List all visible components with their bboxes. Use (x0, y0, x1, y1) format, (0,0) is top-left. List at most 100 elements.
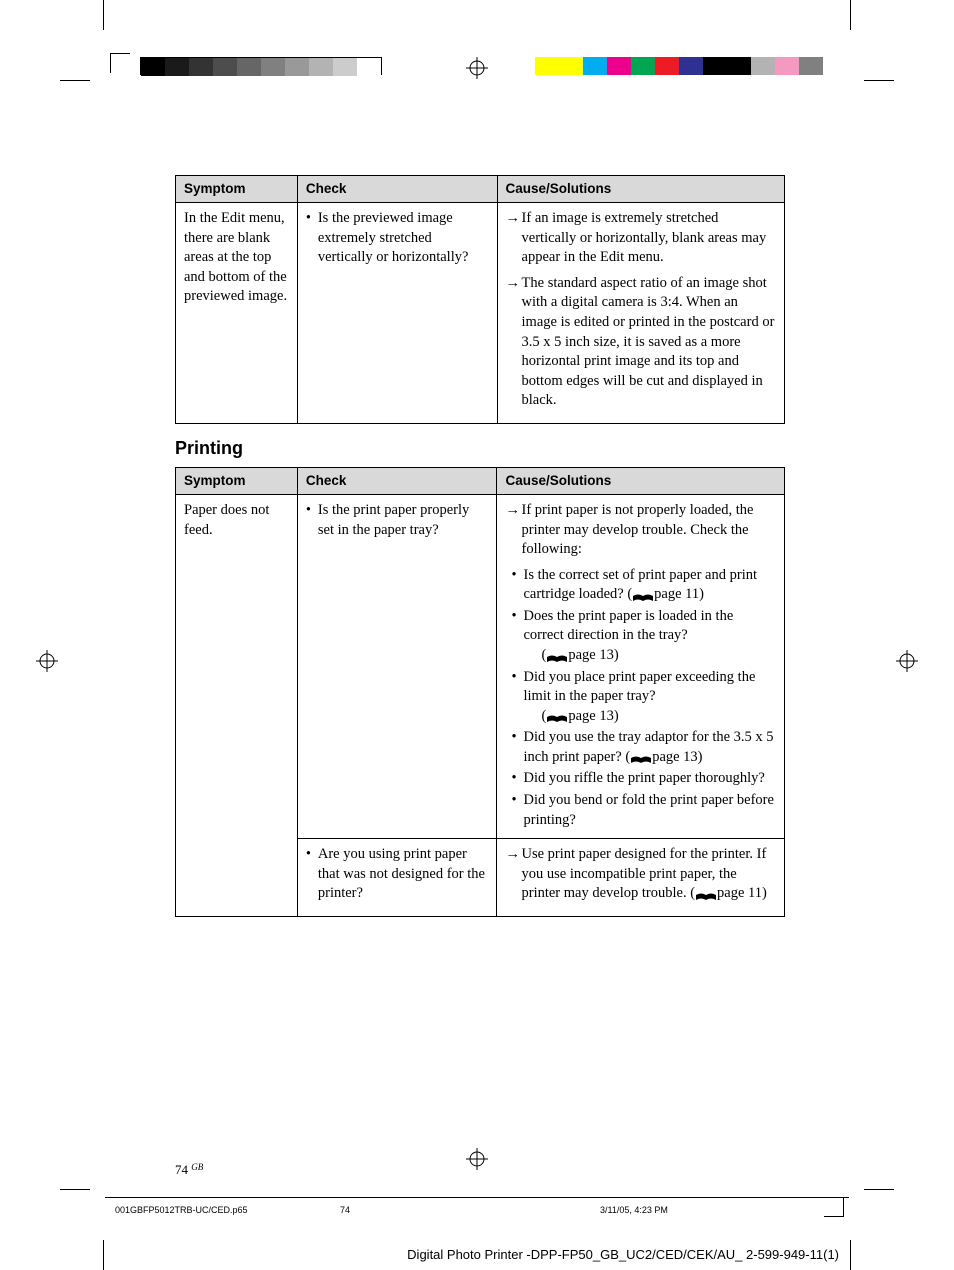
check-text: Is the print paper properly set in the p… (318, 501, 489, 540)
th-check: Check (297, 176, 497, 203)
swatch (607, 57, 631, 75)
swatch (261, 58, 285, 76)
document-title: Digital Photo Printer -DPP-FP50_GB_UC2/C… (407, 1247, 839, 1262)
arrow-icon: → (506, 209, 522, 268)
registration-mark-icon (36, 650, 58, 672)
text: page 13) (652, 749, 702, 765)
swatch (775, 57, 799, 75)
bullet-icon: • (306, 209, 318, 268)
page-number-value: 74 (175, 1162, 188, 1177)
process-colorbar (535, 57, 823, 75)
footer-filename: 001GBFP5012TRB-UC/CED.p65 (115, 1205, 248, 1215)
swatch (333, 58, 357, 76)
th-check: Check (297, 467, 497, 494)
sub-text: Did you bend or fold the print paper bef… (523, 791, 776, 830)
registration-mark-icon (466, 57, 488, 79)
text: page 13) (568, 708, 618, 724)
td-cause: →Use print paper designed for the printe… (497, 839, 785, 917)
crop-mark (850, 1240, 851, 1270)
swatch (141, 58, 165, 76)
crop-corner (110, 53, 130, 73)
bullet-icon: • (511, 566, 523, 605)
swatch (165, 58, 189, 76)
sub-text: Did you use the tray adaptor for the 3.5… (523, 728, 776, 767)
swatch (583, 57, 607, 75)
arrow-icon: → (505, 501, 521, 560)
td-cause: →If print paper is not properly loaded, … (497, 495, 785, 839)
check-text: Is the previewed image extremely stretch… (318, 209, 489, 268)
bullet-icon: • (511, 607, 523, 666)
td-symptom: Paper does not feed. (176, 495, 298, 917)
arrow-icon: → (505, 845, 521, 904)
swatch (679, 57, 703, 75)
indent: (page 13) (541, 647, 618, 663)
crop-mark (103, 0, 104, 30)
page-lang: GB (191, 1162, 203, 1172)
footer-page: 74 (340, 1205, 350, 1215)
swatch (309, 58, 333, 76)
indent: (page 13) (541, 708, 618, 724)
registration-mark-icon (896, 650, 918, 672)
crop-mark (103, 1240, 104, 1270)
swatch (703, 57, 751, 75)
swatch (751, 57, 775, 75)
book-icon (546, 651, 568, 661)
swatch (799, 57, 823, 75)
bullet-icon: • (306, 501, 318, 540)
th-symptom: Symptom (176, 176, 298, 203)
book-icon (695, 889, 717, 899)
swatch (535, 57, 583, 75)
swatch (631, 57, 655, 75)
footer-rule (105, 1197, 849, 1198)
bullet-icon: • (511, 668, 523, 727)
book-icon (630, 752, 652, 762)
td-cause: →If an image is extremely stretched vert… (497, 203, 784, 424)
swatch (237, 58, 261, 76)
page-number: 74 GB (175, 1162, 203, 1178)
crop-corner (824, 1197, 844, 1217)
bullet-icon: • (511, 728, 523, 767)
crop-mark (850, 0, 851, 30)
td-check: •Are you using print paper that was not … (297, 839, 497, 917)
cause-text: The standard aspect ratio of an image sh… (522, 274, 776, 411)
td-check: •Is the print paper properly set in the … (297, 495, 497, 839)
page-content: Symptom Check Cause/Solutions In the Edi… (175, 175, 785, 917)
book-icon (546, 711, 568, 721)
swatch (213, 58, 237, 76)
arrow-icon: → (506, 274, 522, 411)
book-icon (632, 590, 654, 600)
bullet-icon: • (306, 845, 318, 904)
crop-mark (60, 80, 90, 81)
text: Does the print paper is loaded in the co… (523, 608, 733, 644)
th-cause: Cause/Solutions (497, 176, 784, 203)
text: Did you place print paper exceeding the … (523, 669, 755, 705)
swatch (655, 57, 679, 75)
cause-text: Use print paper designed for the printer… (521, 845, 776, 904)
sub-text: Did you riffle the print paper thoroughl… (523, 769, 776, 789)
footer-date: 3/11/05, 4:23 PM (600, 1205, 668, 1215)
cause-text: If print paper is not properly loaded, t… (521, 501, 776, 560)
check-text: Are you using print paper that was not d… (318, 845, 489, 904)
section-heading: Printing (175, 438, 785, 459)
sub-text: Does the print paper is loaded in the co… (523, 607, 776, 666)
text: page 11) (654, 586, 704, 602)
text: page 13) (568, 647, 618, 663)
bullet-icon: • (511, 769, 523, 789)
td-check: •Is the previewed image extremely stretc… (297, 203, 497, 424)
swatch (189, 58, 213, 76)
crop-mark (864, 80, 894, 81)
crop-mark (60, 1189, 90, 1190)
swatch (357, 58, 381, 76)
crop-mark (864, 1189, 894, 1190)
troubleshooting-table-1: Symptom Check Cause/Solutions In the Edi… (175, 175, 785, 424)
registration-mark-icon (466, 1148, 488, 1170)
text: page 11) (717, 885, 767, 901)
grayscale-colorbar (140, 57, 382, 75)
th-symptom: Symptom (176, 467, 298, 494)
td-symptom: In the Edit menu, there are blank areas … (176, 203, 298, 424)
cause-text: If an image is extremely stretched verti… (522, 209, 776, 268)
sub-text: Did you place print paper exceeding the … (523, 668, 776, 727)
bullet-icon: • (511, 791, 523, 830)
swatch (285, 58, 309, 76)
th-cause: Cause/Solutions (497, 467, 785, 494)
